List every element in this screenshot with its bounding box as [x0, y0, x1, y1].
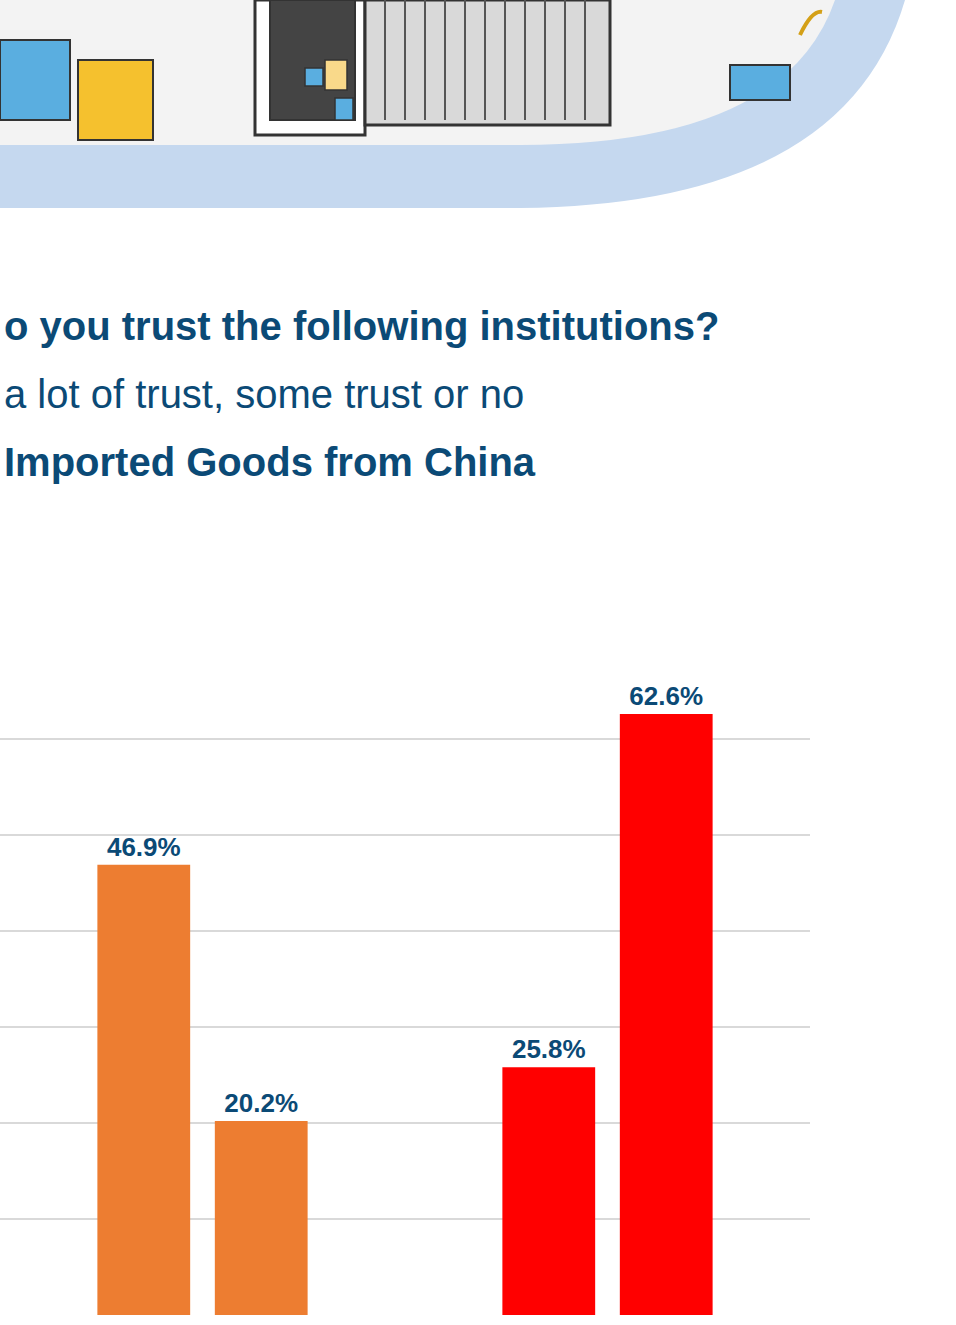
svg-text:46.9%: 46.9% — [107, 832, 181, 862]
html-text:a lot of trust, some trust or: a lot of trust, some trust or no — [4, 372, 525, 416]
svg-text:25.8%: 25.8% — [512, 1034, 586, 1064]
svg-text:62.6%: 62.6% — [629, 681, 703, 711]
html-text:Imported Goods from China: Imported Goods from China — [4, 440, 536, 484]
html-text:o you trust the following inst: o you trust the following institutions? — [4, 304, 720, 348]
svg-text:20.2%: 20.2% — [224, 1088, 298, 1118]
